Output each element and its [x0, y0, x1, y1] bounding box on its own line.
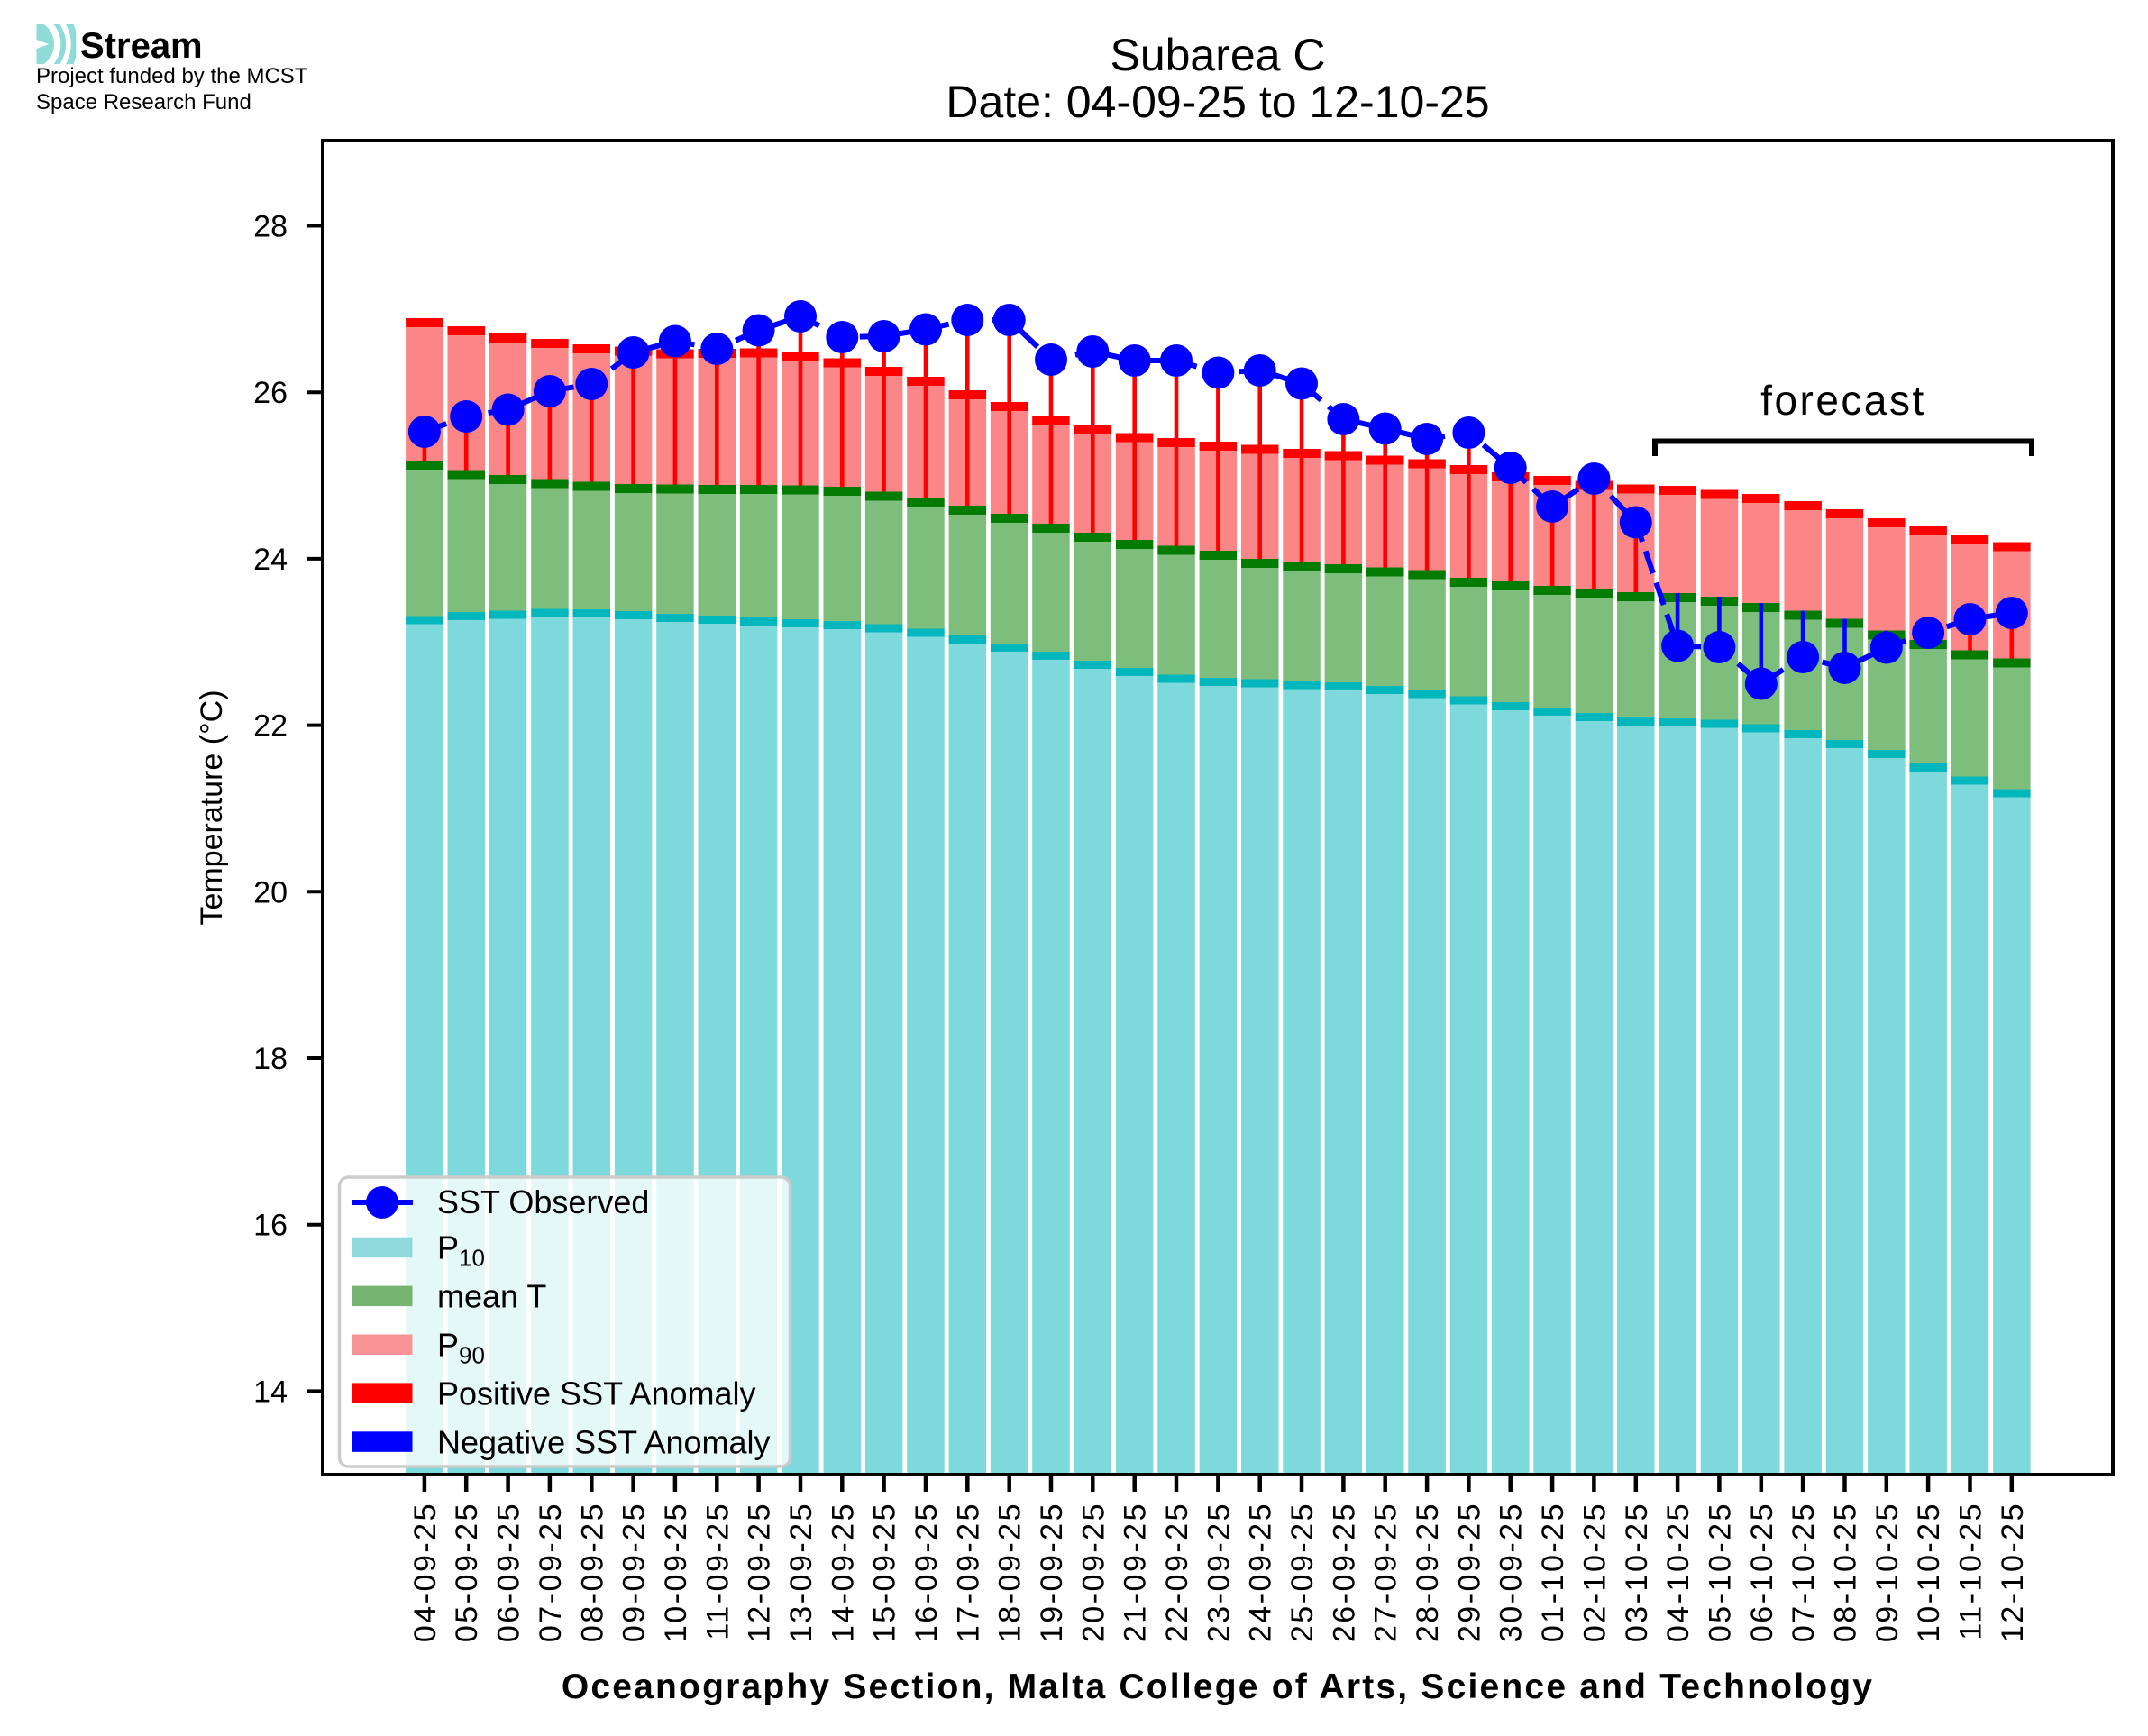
svg-text:17-09-25: 17-09-25	[951, 1502, 985, 1642]
svg-text:25-09-25: 25-09-25	[1285, 1502, 1320, 1642]
svg-text:05-09-25: 05-09-25	[450, 1502, 484, 1642]
svg-text:07-10-25: 07-10-25	[1787, 1502, 1821, 1642]
svg-text:Positive SST Anomaly: Positive SST Anomaly	[437, 1375, 756, 1412]
svg-text:28: 28	[253, 210, 288, 244]
svg-text:11-10-25: 11-10-25	[1954, 1502, 1988, 1640]
svg-text:20-09-25: 20-09-25	[1076, 1502, 1111, 1642]
svg-text:09-09-25: 09-09-25	[617, 1502, 652, 1642]
svg-text:19-09-25: 19-09-25	[1035, 1502, 1069, 1642]
svg-text:Project funded by the MCST: Project funded by the MCST	[36, 64, 308, 88]
svg-text:09-10-25: 09-10-25	[1870, 1502, 1905, 1642]
svg-text:12-10-25: 12-10-25	[1996, 1502, 2030, 1642]
svg-text:11-09-25: 11-09-25	[700, 1502, 735, 1640]
svg-text:10-09-25: 10-09-25	[659, 1502, 693, 1642]
svg-text:forecast: forecast	[1760, 377, 1926, 424]
svg-text:24: 24	[253, 543, 288, 577]
svg-text:15-09-25: 15-09-25	[868, 1502, 902, 1642]
svg-text:04-10-25: 04-10-25	[1661, 1502, 1696, 1642]
svg-text:08-09-25: 08-09-25	[575, 1502, 609, 1642]
svg-text:26-09-25: 26-09-25	[1327, 1502, 1361, 1642]
svg-text:10-10-25: 10-10-25	[1912, 1502, 1946, 1642]
svg-text:12-09-25: 12-09-25	[743, 1502, 777, 1642]
svg-text:29-09-25: 29-09-25	[1452, 1502, 1486, 1642]
svg-text:22-09-25: 22-09-25	[1160, 1502, 1194, 1642]
svg-text:Temperature (°C): Temperature (°C)	[195, 690, 229, 925]
svg-text:20: 20	[253, 875, 288, 909]
svg-text:02-10-25: 02-10-25	[1577, 1502, 1612, 1642]
svg-text:23-09-25: 23-09-25	[1202, 1502, 1236, 1642]
svg-text:06-10-25: 06-10-25	[1745, 1502, 1779, 1642]
svg-text:03-10-25: 03-10-25	[1620, 1502, 1654, 1642]
svg-text:27-09-25: 27-09-25	[1369, 1502, 1403, 1642]
svg-text:01-10-25: 01-10-25	[1536, 1502, 1570, 1642]
svg-text:06-09-25: 06-09-25	[492, 1502, 526, 1642]
svg-text:18-09-25: 18-09-25	[993, 1502, 1028, 1642]
svg-text:22: 22	[253, 709, 288, 744]
svg-text:16-09-25: 16-09-25	[909, 1502, 944, 1642]
svg-text:18: 18	[253, 1042, 288, 1076]
svg-text:Space Research Fund: Space Research Fund	[36, 90, 251, 114]
svg-text:24-09-25: 24-09-25	[1244, 1502, 1278, 1642]
svg-text:07-09-25: 07-09-25	[534, 1502, 568, 1642]
svg-text:08-10-25: 08-10-25	[1829, 1502, 1863, 1642]
svg-text:30-09-25: 30-09-25	[1494, 1502, 1529, 1642]
svg-text:mean T: mean T	[437, 1278, 546, 1315]
svg-text:13-09-25: 13-09-25	[784, 1502, 818, 1642]
svg-text:21-09-25: 21-09-25	[1119, 1502, 1153, 1642]
svg-text:Stream: Stream	[80, 26, 203, 66]
svg-text:26: 26	[253, 376, 288, 410]
svg-text:16: 16	[253, 1209, 288, 1243]
svg-text:04-09-25: 04-09-25	[408, 1502, 443, 1642]
svg-text:Date: 04-09-25 to 12-10-25: Date: 04-09-25 to 12-10-25	[946, 77, 1489, 127]
svg-text:Subarea C: Subarea C	[1110, 30, 1325, 80]
svg-text:05-10-25: 05-10-25	[1703, 1502, 1737, 1642]
svg-text:Negative SST Anomaly: Negative SST Anomaly	[437, 1423, 771, 1460]
svg-text:28-09-25: 28-09-25	[1411, 1502, 1445, 1642]
svg-text:14: 14	[253, 1375, 288, 1409]
svg-text:14-09-25: 14-09-25	[826, 1502, 860, 1642]
svg-text:Oceanography Section, Malta Co: Oceanography Section, Malta College of A…	[562, 1667, 1874, 1706]
svg-text:SST Observed: SST Observed	[437, 1183, 649, 1220]
